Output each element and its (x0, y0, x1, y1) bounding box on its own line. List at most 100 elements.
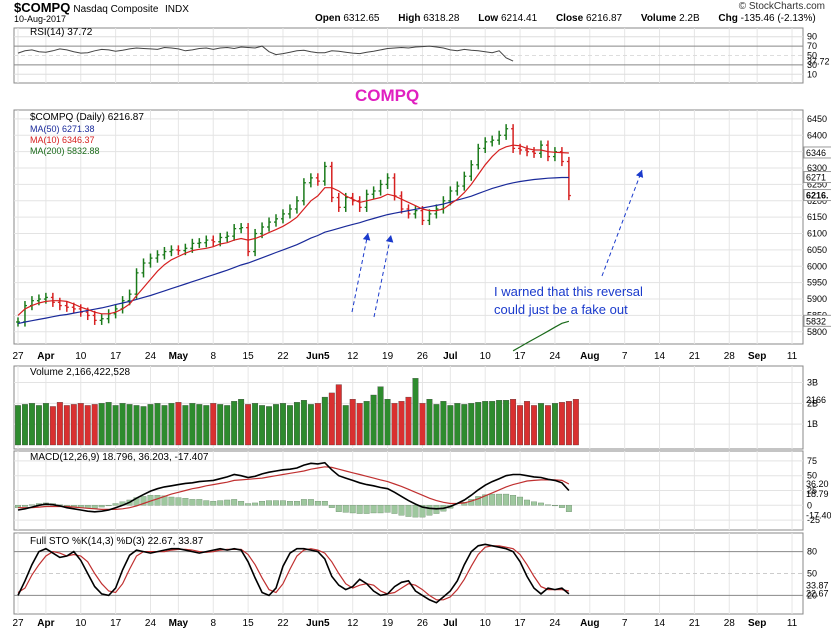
volume-bar (314, 403, 321, 446)
rsi-tick: 10 (807, 69, 817, 79)
macd-title: MACD(12,26,9) 18.796, 36.203, -17.407 (30, 452, 209, 463)
volume-bar (49, 406, 56, 446)
macd-histogram-bar (98, 505, 105, 508)
x-tick-label-bottom: 11 (787, 618, 798, 629)
volume-bar (273, 404, 279, 446)
arrow-1-line (351, 232, 369, 313)
macd-histogram-bar (398, 505, 405, 516)
volume-bar (377, 386, 384, 446)
volume-bar (565, 401, 572, 446)
volume-bar (510, 399, 517, 446)
open-label: Open (315, 13, 341, 24)
sto-k-line (17, 543, 570, 604)
rsi-current-label: 37.72 (807, 56, 830, 66)
y-tick-label: 6100 (807, 229, 827, 239)
chg-label: Chg (718, 13, 738, 24)
macd-histogram-bar (231, 499, 238, 506)
open-value: 6312.65 (343, 13, 380, 24)
macd-histogram-bar (419, 505, 426, 518)
macd-histogram-bar (426, 505, 433, 516)
y-tick-label: 5800 (807, 327, 827, 337)
x-tick-label-bottom: 19 (382, 618, 394, 629)
macd-value-label: 18.79 (806, 489, 829, 499)
volume-bar (203, 405, 210, 446)
ohlc-summary: Open 6312.65 High 6318.28 Low 6214.41 Cl… (315, 13, 831, 24)
rsi-tick: 50 (807, 51, 817, 61)
macd-histogram-bar (154, 495, 161, 506)
volume-bar (266, 406, 272, 446)
close-label: Close (555, 13, 584, 24)
macd-histogram-bar (489, 493, 496, 506)
volume-bar (112, 405, 119, 446)
x-tick-label: 22 (277, 351, 289, 362)
macd-histogram-bar (91, 505, 98, 509)
volume-bar (105, 402, 112, 446)
macd-histogram-bar (510, 495, 517, 506)
high-label: High (398, 13, 421, 24)
macd-histogram-bar (496, 493, 503, 506)
macd-histogram-bar (412, 505, 419, 518)
macd-histogram-bar (370, 505, 377, 514)
volume-bar (42, 403, 49, 446)
macd-histogram-bar (531, 501, 537, 506)
volume-bar (238, 399, 245, 446)
volume-bar (558, 402, 565, 446)
rsi-title: RSI(14) 37.72 (30, 27, 93, 38)
volume-bar (280, 403, 286, 446)
close-value: 6216.87 (585, 13, 623, 24)
price-tag: 6271 (806, 173, 826, 183)
y-tick-label: 6300 (807, 163, 827, 173)
volume-bar (56, 402, 63, 446)
volume-bar (398, 401, 405, 446)
volume-bar (293, 402, 300, 446)
macd-histogram-bar (391, 505, 398, 514)
x-tick-label: 10 (75, 351, 87, 362)
y-tick-label: 6400 (807, 130, 827, 140)
x-tick-label-bottom: 27 (12, 618, 24, 629)
y-tick-label: 5950 (807, 278, 827, 288)
y-tick-label: 2B (807, 398, 818, 408)
chg-value: -135.46 (-2.13%) (740, 13, 816, 24)
x-tick-label: May (169, 351, 189, 362)
price-title: $COMPQ (Daily) 6216.87 (30, 112, 144, 123)
x-tick-label-bottom: Jun5 (306, 618, 330, 629)
price-tag: 6346 (806, 148, 826, 158)
x-tick-label: 24 (145, 351, 157, 362)
macd-histogram-bar (252, 502, 259, 506)
volume-bar (175, 402, 182, 446)
macd-histogram-bar (538, 502, 544, 506)
volume-value: 2.2B (679, 13, 700, 24)
panel-frame-price (13, 109, 804, 345)
macd-histogram-bar (545, 504, 551, 506)
macd-histogram-bar (217, 500, 224, 506)
macd-histogram-bar (22, 505, 28, 507)
price-tag-box (803, 146, 831, 159)
x-tick-label: 17 (515, 351, 527, 362)
legend-ma10: MA(10) 6346.37 (30, 135, 95, 145)
sto-value-label: 33.87 (806, 580, 829, 590)
macd-histogram-bar (245, 503, 252, 506)
macd-histogram-bar (405, 505, 412, 517)
panel-frame-vol (13, 365, 804, 450)
macd-value-label: -17.40 (806, 511, 831, 521)
chart-header: $COMPQ Nasdaq Composite INDX 10-Aug-2017 … (0, 0, 831, 26)
macd-histogram-bar (565, 505, 572, 512)
x-tick-label-bottom: 21 (689, 618, 701, 629)
volume-bar (133, 405, 140, 446)
x-tick-label: 8 (210, 351, 216, 362)
macd-histogram-bar (524, 499, 530, 506)
volume-bar (447, 405, 454, 446)
macd-histogram-bar (266, 500, 272, 506)
x-tick-label: Jun5 (306, 351, 330, 362)
macd-histogram-bar (259, 500, 266, 506)
arrow-1-head (362, 233, 371, 241)
volume-bar (461, 404, 468, 446)
price-panel: 6450640063506300625062006150610060506000… (14, 114, 831, 352)
macd-line (17, 461, 570, 513)
macd-histogram-bar (349, 505, 356, 514)
volume-bar (356, 403, 363, 446)
macd-value-label: 36.20 (806, 479, 829, 489)
y-tick-label: 6000 (807, 261, 827, 271)
volume-bar (35, 405, 42, 446)
